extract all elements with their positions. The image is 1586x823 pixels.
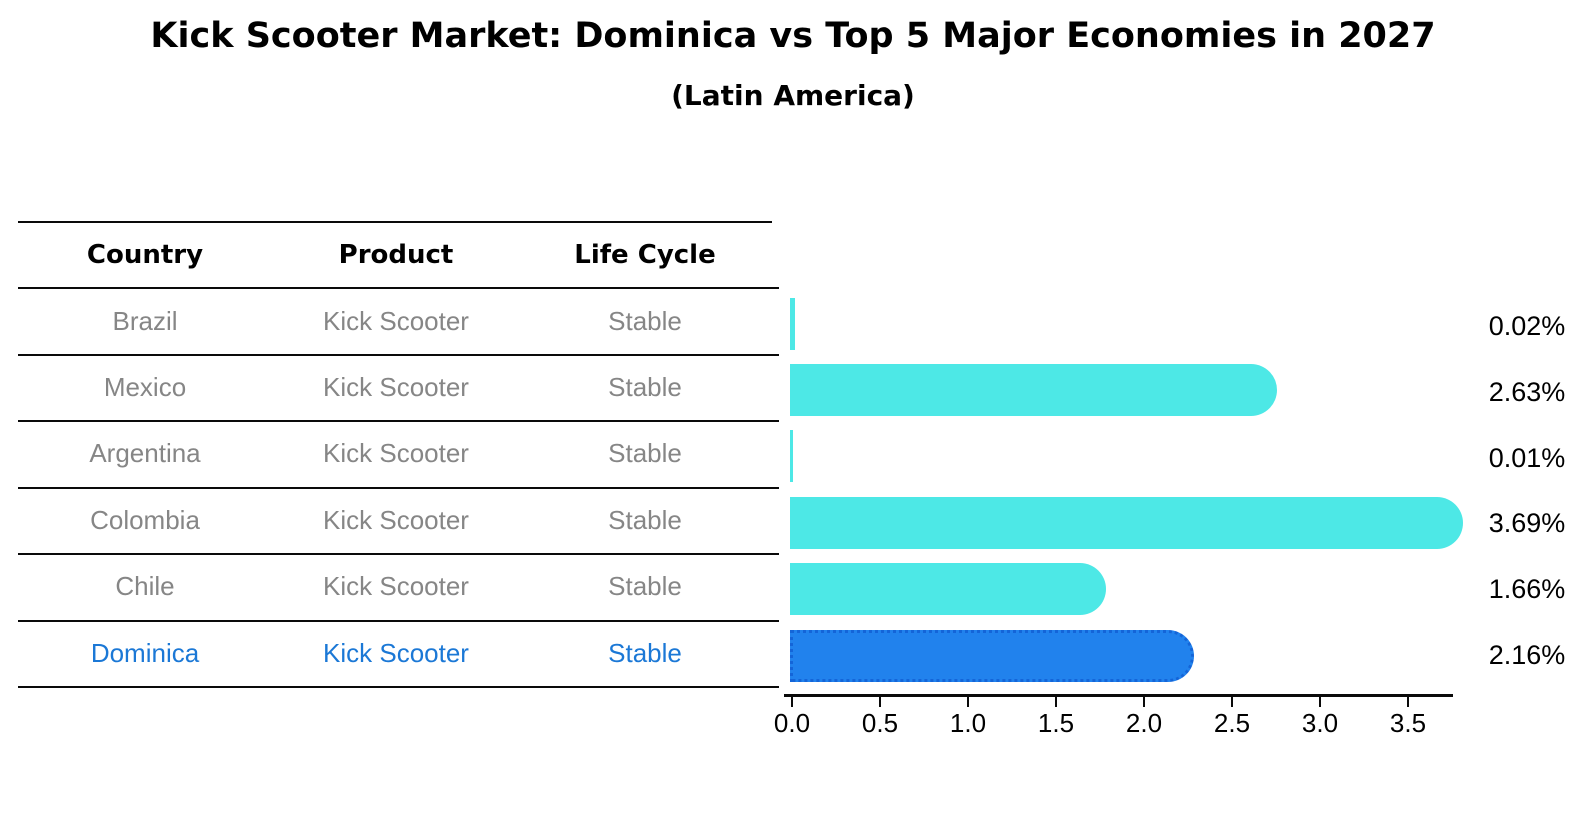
- table-rule: [18, 221, 772, 223]
- y-axis-tick: [753, 553, 779, 555]
- table-rule: [18, 686, 772, 688]
- life-cycle-cell: Stable: [608, 505, 682, 535]
- country-cell: Colombia: [90, 505, 200, 535]
- x-axis-tick: [967, 695, 969, 707]
- life-cycle-cell: Stable: [608, 638, 682, 668]
- x-tick-label: 3.5: [1389, 708, 1427, 738]
- value-label: 2.16%: [1488, 640, 1566, 670]
- x-axis-tick: [791, 695, 793, 707]
- x-axis-line: [784, 694, 1453, 697]
- country-cell: Chile: [115, 571, 175, 601]
- life-cycle-cell: Stable: [608, 372, 682, 402]
- x-axis-tick: [1143, 695, 1145, 707]
- table-rule: [18, 487, 772, 489]
- value-label: 0.02%: [1488, 311, 1566, 341]
- country-cell: Brazil: [112, 306, 178, 336]
- chart-title: Kick Scooter Market: Dominica vs Top 5 M…: [150, 16, 1436, 56]
- product-cell: Kick Scooter: [323, 372, 469, 402]
- x-axis-tick: [879, 695, 881, 707]
- x-axis-tick: [1055, 695, 1057, 707]
- x-tick-label: 0.5: [861, 708, 899, 738]
- x-tick-label: 2.5: [1213, 708, 1251, 738]
- bar-argentina: [790, 430, 794, 482]
- y-axis-tick: [753, 686, 779, 688]
- value-label: 0.01%: [1488, 443, 1566, 473]
- x-tick-label: 1.0: [949, 708, 987, 738]
- table-rule: [18, 354, 772, 356]
- value-label: 1.66%: [1488, 574, 1566, 604]
- country-cell: Mexico: [103, 372, 187, 402]
- country-cell: Argentina: [89, 438, 201, 468]
- column-header-life-cycle: Life Cycle: [574, 240, 716, 270]
- bar-mexico: [790, 364, 1277, 416]
- x-axis-tick: [1407, 695, 1409, 707]
- bar-brazil: [790, 298, 796, 350]
- life-cycle-cell: Stable: [608, 306, 682, 336]
- y-axis-tick: [753, 420, 779, 422]
- column-header-country: Country: [86, 240, 204, 270]
- x-tick-label: 2.0: [1125, 708, 1163, 738]
- table-rule: [18, 287, 772, 289]
- chart-subtitle: (Latin America): [671, 79, 915, 112]
- y-axis-tick: [753, 354, 779, 356]
- value-label: 3.69%: [1488, 508, 1566, 538]
- life-cycle-cell: Stable: [608, 571, 682, 601]
- x-tick-label: 0.0: [773, 708, 811, 738]
- y-axis-tick: [753, 287, 779, 289]
- value-label: 2.63%: [1488, 377, 1566, 407]
- country-cell: Dominica: [90, 638, 200, 668]
- life-cycle-cell: Stable: [608, 438, 682, 468]
- table-rule: [18, 620, 772, 622]
- column-header-product: Product: [338, 240, 454, 270]
- product-cell: Kick Scooter: [323, 638, 469, 668]
- x-axis-tick: [1319, 695, 1321, 707]
- y-axis-tick: [753, 620, 779, 622]
- product-cell: Kick Scooter: [323, 571, 469, 601]
- product-cell: Kick Scooter: [323, 306, 469, 336]
- x-tick-label: 3.0: [1301, 708, 1339, 738]
- y-axis-tick: [753, 487, 779, 489]
- x-tick-label: 1.5: [1037, 708, 1075, 738]
- product-cell: Kick Scooter: [323, 438, 469, 468]
- product-cell: Kick Scooter: [323, 505, 469, 535]
- bar-chile: [790, 563, 1107, 615]
- x-axis-tick: [1231, 695, 1233, 707]
- bar-colombia: [790, 497, 1464, 549]
- table-rule: [18, 553, 772, 555]
- table-rule: [18, 420, 772, 422]
- bar-dominica-highlighted: [790, 630, 1195, 682]
